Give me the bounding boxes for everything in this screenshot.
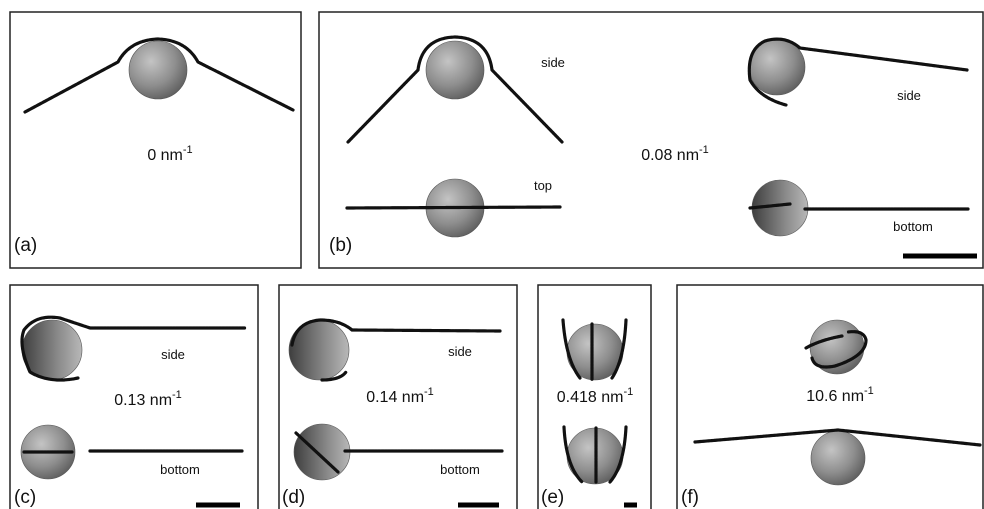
text: 0.13 nm bbox=[114, 392, 172, 409]
text: -1 bbox=[864, 385, 874, 397]
curvature-label: 0.14 nm-1 bbox=[366, 386, 434, 406]
text: 0 nm bbox=[147, 147, 183, 164]
panel-label: (b) bbox=[329, 235, 352, 256]
text: -1 bbox=[172, 389, 182, 401]
curvature-label: 10.6 nm-1 bbox=[806, 385, 874, 405]
curvature-label: 0.13 nm-1 bbox=[114, 389, 182, 409]
text: 0.08 nm bbox=[641, 147, 699, 164]
text: -1 bbox=[623, 386, 633, 398]
text: -1 bbox=[699, 144, 709, 156]
text: -1 bbox=[183, 144, 193, 156]
curvature-label: 0.08 nm-1 bbox=[641, 144, 709, 164]
view-label: bottom bbox=[160, 462, 200, 477]
panel-frame bbox=[319, 12, 983, 268]
text: 10.6 nm bbox=[806, 388, 864, 405]
view-label: bottom bbox=[440, 462, 480, 477]
view-label: side bbox=[897, 88, 921, 103]
text: -1 bbox=[424, 386, 434, 398]
view-label: side bbox=[161, 347, 185, 362]
text: 0.14 nm bbox=[366, 389, 424, 406]
sphere bbox=[811, 431, 865, 485]
view-label: top bbox=[534, 178, 552, 193]
sphere bbox=[426, 41, 484, 99]
panel-label: (a) bbox=[14, 235, 37, 256]
curvature-label: 0.418 nm-1 bbox=[557, 386, 634, 406]
view-label: side bbox=[448, 344, 472, 359]
sphere bbox=[294, 424, 350, 480]
text: 0.418 nm bbox=[557, 389, 624, 406]
polymer-chain bbox=[347, 207, 560, 208]
curvature-label: 0 nm-1 bbox=[147, 144, 192, 164]
panel-label: (f) bbox=[681, 487, 699, 508]
figure: 0 nm-1 (a) side top 0.08 nm-1 side botto… bbox=[0, 0, 984, 509]
view-label: side bbox=[541, 55, 565, 70]
sphere bbox=[129, 41, 187, 99]
panel-label: (e) bbox=[541, 487, 564, 508]
panel-label: (d) bbox=[282, 487, 305, 508]
panel-label: (c) bbox=[14, 487, 36, 508]
view-label: bottom bbox=[893, 219, 933, 234]
